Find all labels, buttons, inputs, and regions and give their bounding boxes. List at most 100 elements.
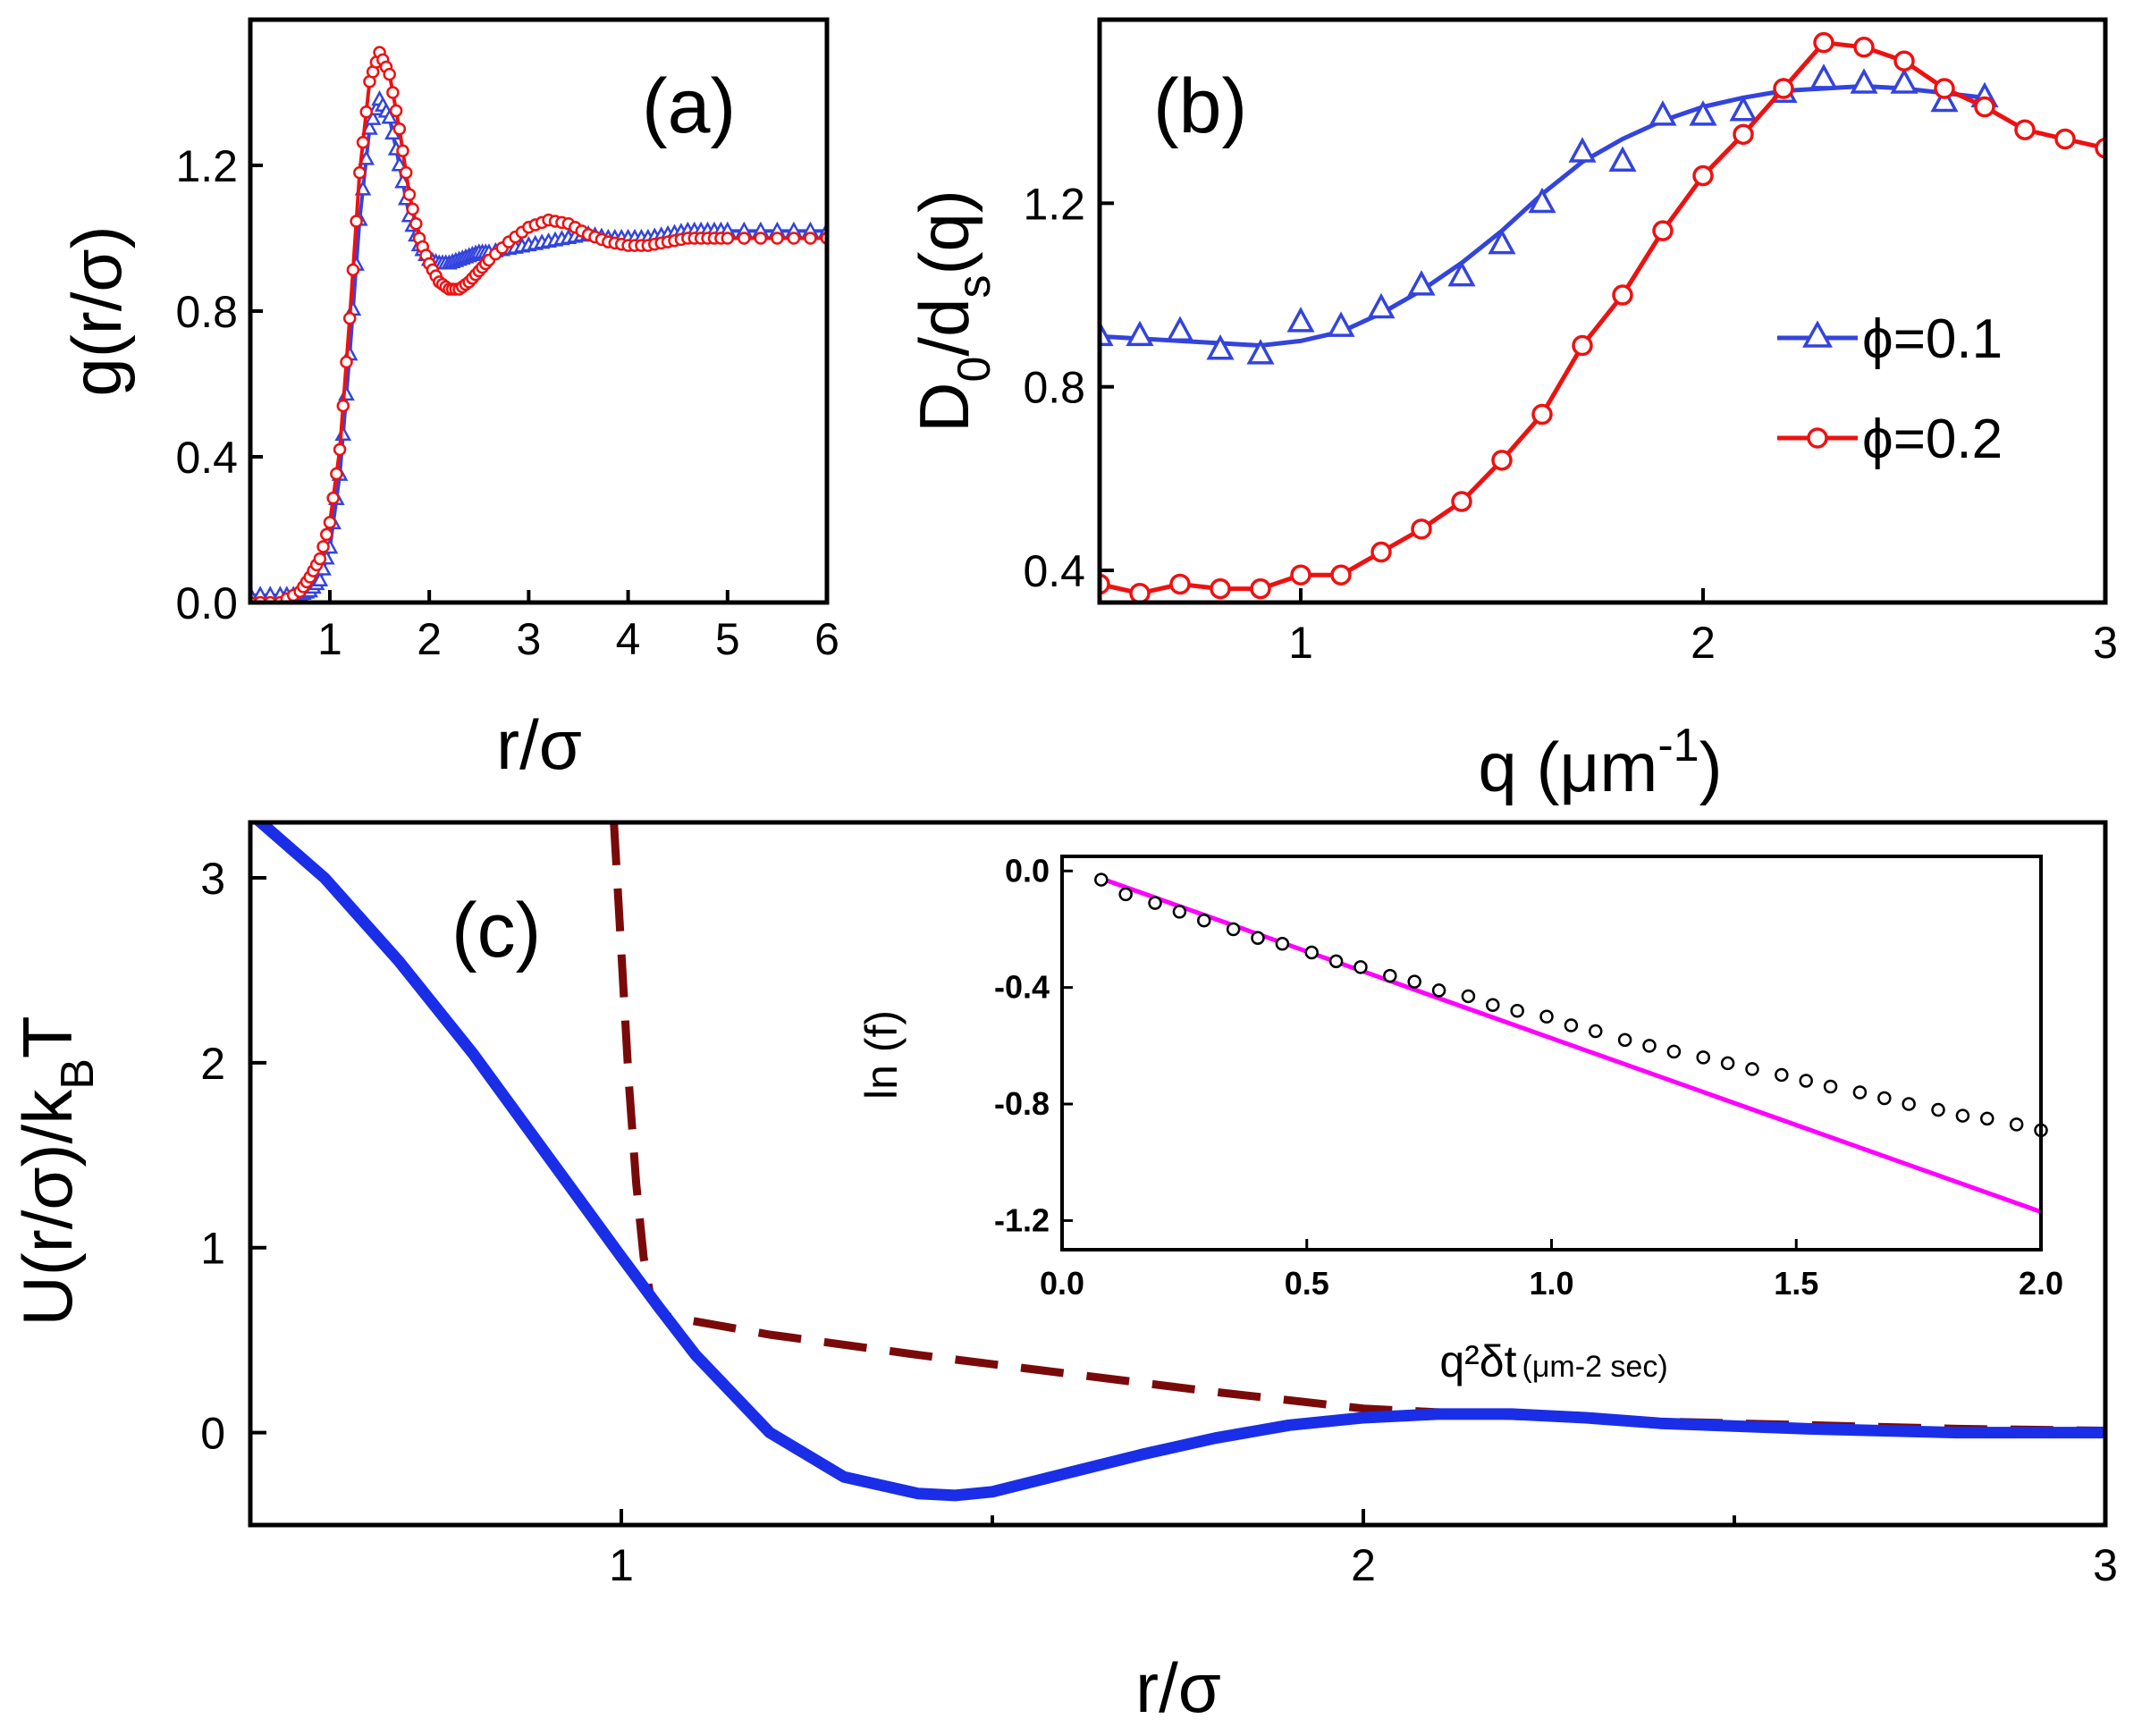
inset-point <box>1354 960 1368 974</box>
inset-point <box>1197 913 1211 928</box>
point-phi01 <box>1930 86 1959 113</box>
point-phi01 <box>1689 100 1717 126</box>
y-tick-label: -0.4 <box>994 969 1050 1006</box>
inset-point <box>1148 896 1162 910</box>
point-phi02 <box>392 122 407 136</box>
panel-a-label: (a) <box>642 63 736 149</box>
inset-xlabel: q²δt (μm-2 sec) <box>1439 1336 1667 1386</box>
inset-point <box>1745 1062 1759 1076</box>
y-tick-label: 0.0 <box>1005 852 1050 889</box>
point-phi01 <box>1809 63 1838 89</box>
inset-point <box>1172 905 1187 919</box>
inset-point <box>1383 968 1397 983</box>
inset-point <box>1955 1108 1970 1123</box>
inset-point <box>1226 922 1241 937</box>
panel-c-frame <box>248 820 2108 1528</box>
point-phi02 <box>1813 31 1834 54</box>
panel-b-ylabel-sub1: 0 <box>949 357 1000 383</box>
point-phi01 <box>1608 146 1637 172</box>
y-tick-label: 0.4 <box>175 433 238 483</box>
inset-point <box>1407 974 1421 989</box>
inset-point <box>2009 1117 2024 1132</box>
y-tick-label: 0.0 <box>175 578 238 628</box>
inset-axes: 0.0 0.5 1.0 1.5 2.0 0.0 -0.4 -0.8 -1.2 <box>994 852 2063 1302</box>
point-phi02 <box>1290 564 1311 586</box>
inset-point <box>1642 1039 1657 1053</box>
legend-entry-phi01: ϕ=0.1 <box>1777 308 2003 370</box>
inset-point <box>1799 1074 1813 1088</box>
inset-point <box>1328 954 1344 969</box>
point-phi02 <box>1491 450 1513 471</box>
point-phi02 <box>396 144 409 157</box>
point-phi02 <box>340 355 353 369</box>
point-phi02 <box>389 104 403 118</box>
series-line-phi02 <box>250 47 827 603</box>
panel-a-axes: 1 2 3 4 5 6 0.0 0.4 0.8 1.2 <box>175 141 839 664</box>
point-phi02 <box>754 232 768 245</box>
y-tick-label: 0.4 <box>1023 546 1085 596</box>
inset-point <box>1510 1003 1524 1018</box>
point-phi02 <box>409 216 423 231</box>
point-phi01 <box>1729 96 1758 122</box>
point-phi01 <box>1528 187 1556 214</box>
x-tick-label: 0.0 <box>1040 1265 1084 1302</box>
panel-a-plot-area <box>250 46 827 603</box>
point-phi02 <box>1773 78 1794 99</box>
x-tick-label: 3 <box>516 614 541 664</box>
point-phi02 <box>1129 582 1151 603</box>
point-phi02 <box>336 399 350 413</box>
panel-c-axes: 1 2 3 0 1 2 3 <box>200 854 2118 1590</box>
point-phi02 <box>2054 128 2076 150</box>
y-tick-label: 0.8 <box>1023 363 1085 413</box>
legend-label-phi01: ϕ=0.1 <box>1862 308 2003 370</box>
point-phi02 <box>320 527 333 542</box>
panel-c-plot-area <box>251 822 2105 1502</box>
point-phi01 <box>1246 339 1275 365</box>
point-phi02 <box>406 202 419 216</box>
point-phi02 <box>1250 577 1271 600</box>
x-tick-label: 2 <box>1691 618 1716 668</box>
panel-b-ylabel-sub2: s <box>949 275 1000 299</box>
point-phi02 <box>1853 37 1875 58</box>
point-phi02 <box>356 135 370 149</box>
point-phi02 <box>787 232 801 245</box>
inset-ylabel: ln (f) <box>856 1010 907 1100</box>
inset-point <box>1775 1067 1789 1083</box>
legend-label-phi02: ϕ=0.2 <box>1862 409 2003 470</box>
legend-marker-phi01 <box>1802 320 1833 348</box>
inset: 0.0 0.5 1.0 1.5 2.0 0.0 -0.4 -0.8 -1.2 q²δt (μm-2… <box>856 852 2063 1386</box>
point-phi02 <box>721 232 735 245</box>
inset-point <box>1431 983 1446 998</box>
x-tick-label: 1 <box>317 614 342 664</box>
inset-point <box>1486 998 1500 1012</box>
point-phi01 <box>311 570 329 586</box>
panel-a-ylabel: g(r/σ) <box>57 225 136 396</box>
inset-point <box>1461 989 1476 1004</box>
point-phi02 <box>1370 541 1392 563</box>
legend-entry-phi02: ϕ=0.2 <box>1777 409 2003 470</box>
panel-b-plot-area <box>1100 31 2105 603</box>
point-phi02 <box>1612 284 1633 306</box>
point-phi02 <box>771 232 784 245</box>
panel-a-xlabel: r/σ <box>496 705 582 784</box>
inset-point <box>1617 1032 1632 1048</box>
point-phi01 <box>1568 137 1597 163</box>
point-phi02 <box>330 467 343 481</box>
panel-a: 1 2 3 4 5 6 0.0 0.4 0.8 1.2 (a) r/σ g(r/σ) <box>57 17 839 784</box>
inset-point <box>1118 887 1133 902</box>
point-phi01 <box>361 119 378 135</box>
point-phi01 <box>391 156 409 172</box>
point-phi02 <box>386 86 400 99</box>
x-tick-label: 2 <box>1351 1540 1376 1590</box>
panel-b-ylabel-main: D <box>905 382 983 432</box>
inset-point <box>1696 1050 1710 1065</box>
panel-b-xlabel-end: ) <box>1699 728 1723 806</box>
panel-b-ylabel-end: (q) <box>905 190 983 274</box>
panel-b-xlabel: q (μm-1) <box>1478 720 1722 806</box>
inset-point <box>1902 1097 1916 1111</box>
inset-xlabel-units: (μm-2 sec) <box>1522 1350 1668 1384</box>
point-phi01 <box>1890 68 1919 94</box>
inset-point <box>1304 945 1319 960</box>
inset-plot-area <box>1094 872 2048 1214</box>
y-tick-label: 1.2 <box>1023 179 1085 229</box>
